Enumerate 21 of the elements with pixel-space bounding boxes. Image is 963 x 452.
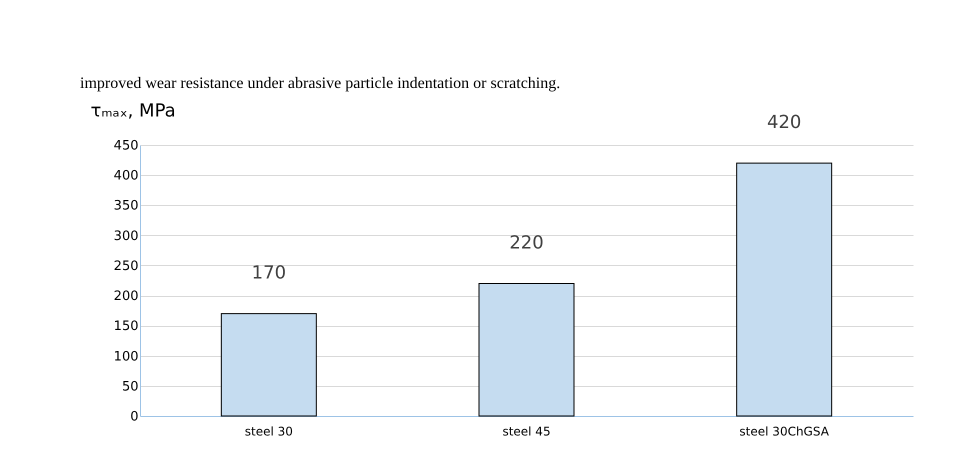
y-tick-label: 150	[114, 319, 138, 334]
data-label: 420	[766, 112, 802, 134]
y-tick-label: 350	[114, 198, 138, 214]
bar	[736, 162, 832, 416]
y-tick-label: 250	[114, 258, 138, 274]
y-tick-label: 450	[114, 138, 138, 154]
y-tick-label: 400	[114, 168, 138, 184]
data-label: 220	[509, 232, 544, 254]
x-tick-label: steel 30	[244, 424, 293, 438]
y-tick-label: 0	[130, 410, 138, 424]
y-tick-label: 300	[114, 228, 138, 244]
y-tick-label: 100	[114, 349, 138, 364]
text: improved wear resistance under abrasive particle indentation or scratching.	[80, 75, 560, 92]
data-label: 170	[252, 262, 286, 284]
y-tick-label: 200	[114, 289, 138, 304]
bar	[478, 283, 574, 416]
bar	[220, 313, 317, 416]
x-tick-label: steel 45	[502, 424, 551, 438]
y-tick-label: 50	[122, 379, 138, 394]
x-tick-label: steel 30ChGSA	[739, 424, 830, 438]
y-axis-title: τₘₐₓ, MPa	[90, 100, 176, 122]
